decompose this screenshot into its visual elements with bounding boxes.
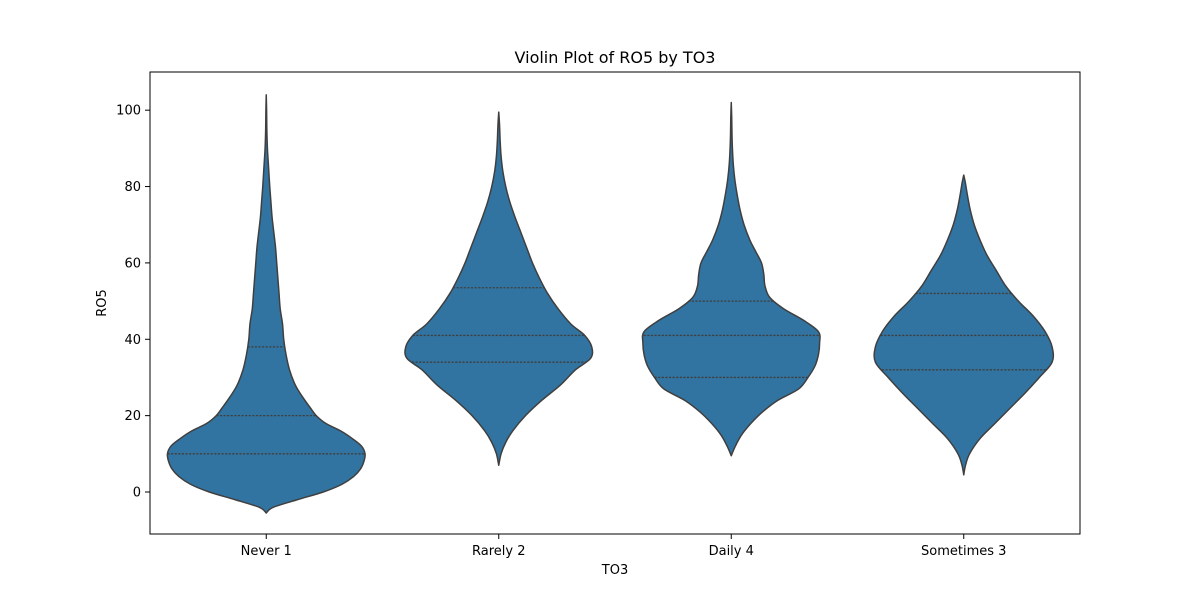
chart-title: Violin Plot of RO5 by TO3 bbox=[515, 48, 716, 67]
violin-body bbox=[166, 94, 366, 514]
x-tick-label: Daily 4 bbox=[709, 544, 754, 559]
y-axis-ticks: 0 20 40 60 80 100 bbox=[116, 104, 150, 501]
x-tick-label: Rarely 2 bbox=[472, 544, 525, 559]
violin-body bbox=[641, 101, 821, 457]
y-tick-label: 80 bbox=[124, 180, 141, 195]
x-tick-label: Never 1 bbox=[241, 544, 292, 559]
violin-never-1 bbox=[166, 94, 366, 514]
violin-rarely-2 bbox=[404, 111, 594, 467]
y-tick-label: 20 bbox=[124, 409, 141, 424]
y-tick-label: 0 bbox=[133, 486, 141, 501]
violin-sometimes-3 bbox=[873, 174, 1055, 476]
plot-frame bbox=[149, 71, 1081, 535]
violins-group bbox=[166, 94, 1055, 514]
y-tick-label: 60 bbox=[124, 256, 141, 271]
y-tick-label: 100 bbox=[116, 104, 141, 119]
y-axis-label: RO5 bbox=[95, 289, 110, 317]
x-tick-label: Sometimes 3 bbox=[921, 544, 1006, 559]
y-tick-label: 40 bbox=[124, 333, 141, 348]
x-axis-label: TO3 bbox=[601, 563, 628, 578]
x-axis-ticks: Never 1 Rarely 2 Daily 4 Sometimes 3 bbox=[241, 534, 1006, 559]
violin-daily-4 bbox=[641, 101, 821, 457]
violin-body bbox=[404, 111, 594, 467]
violin-body bbox=[873, 174, 1055, 476]
